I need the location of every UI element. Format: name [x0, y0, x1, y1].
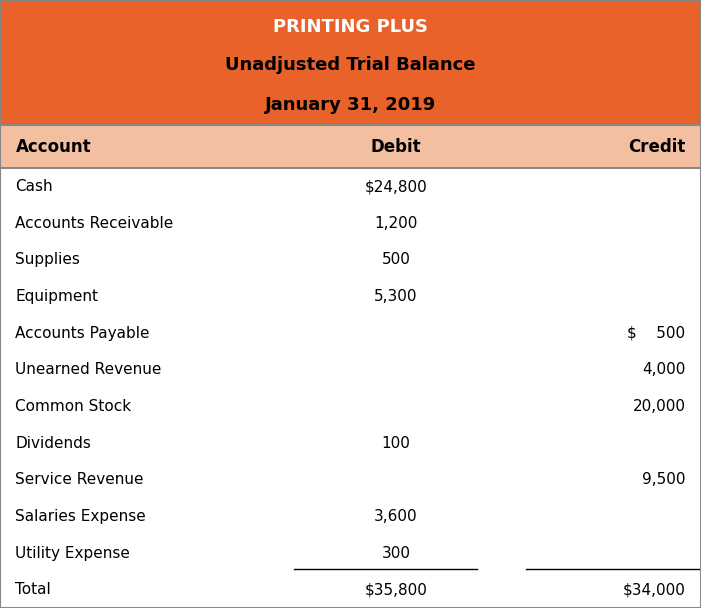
Text: Equipment: Equipment [15, 289, 98, 304]
Text: 500: 500 [381, 252, 411, 268]
Text: Debit: Debit [371, 137, 421, 156]
Text: 100: 100 [381, 436, 411, 451]
Text: 9,500: 9,500 [642, 472, 686, 487]
Text: $24,800: $24,800 [365, 179, 428, 194]
Text: Total: Total [15, 582, 51, 597]
Text: Dividends: Dividends [15, 436, 91, 451]
Text: 300: 300 [381, 545, 411, 561]
Text: Credit: Credit [628, 137, 686, 156]
Bar [0, 168, 701, 608]
Text: Common Stock: Common Stock [15, 399, 132, 414]
Text: Unearned Revenue: Unearned Revenue [15, 362, 162, 378]
Bar [0, 125, 701, 168]
Text: Accounts Receivable: Accounts Receivable [15, 216, 174, 231]
Text: $34,000: $34,000 [622, 582, 686, 597]
Text: $    500: $ 500 [627, 326, 686, 340]
Text: Accounts Payable: Accounts Payable [15, 326, 150, 340]
Text: January 31, 2019: January 31, 2019 [265, 95, 436, 114]
Bar [0, 0, 701, 125]
Text: 1,200: 1,200 [374, 216, 418, 231]
Text: Unadjusted Trial Balance: Unadjusted Trial Balance [225, 56, 476, 74]
Text: PRINTING PLUS: PRINTING PLUS [273, 18, 428, 36]
Text: Utility Expense: Utility Expense [15, 545, 130, 561]
Text: Cash: Cash [15, 179, 53, 194]
Text: 20,000: 20,000 [632, 399, 686, 414]
Text: Account: Account [15, 137, 91, 156]
Text: 4,000: 4,000 [642, 362, 686, 378]
Text: Salaries Expense: Salaries Expense [15, 509, 147, 524]
Text: 5,300: 5,300 [374, 289, 418, 304]
Text: Service Revenue: Service Revenue [15, 472, 144, 487]
Text: Supplies: Supplies [15, 252, 81, 268]
Text: 3,600: 3,600 [374, 509, 418, 524]
Text: $35,800: $35,800 [365, 582, 428, 597]
